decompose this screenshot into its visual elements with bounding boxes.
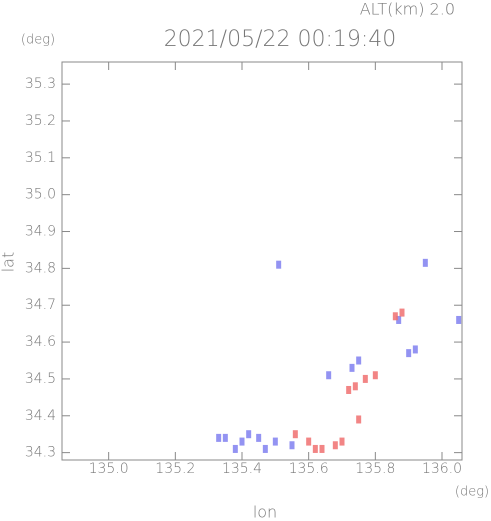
echo-point	[306, 437, 312, 446]
echo-point	[256, 433, 262, 442]
echo-point	[216, 433, 222, 442]
y-tick-label: 35.0	[25, 187, 56, 203]
echo-point	[396, 315, 402, 324]
x-tick-label: 135.2	[155, 461, 195, 477]
echo-point	[222, 433, 228, 442]
x-axis-label: lon	[253, 503, 277, 521]
x-unit: (deg)	[455, 485, 489, 500]
y-unit: (deg)	[21, 33, 55, 48]
y-tick-label: 34.5	[25, 371, 56, 387]
echo-point	[456, 315, 462, 324]
echo-point	[349, 363, 355, 372]
echo-point	[289, 441, 295, 450]
echo-point	[372, 371, 378, 380]
y-tick-label: 34.6	[25, 334, 56, 350]
echo-point	[239, 437, 245, 446]
y-tick-label: 34.3	[25, 445, 56, 461]
x-tick-label: 136.0	[422, 461, 462, 477]
echo-point	[356, 415, 362, 424]
altitude-label: ALT(km) 2.0	[360, 0, 455, 19]
echo-point	[406, 349, 412, 358]
x-tick-label: 135.0	[89, 461, 129, 477]
echo-point	[292, 430, 298, 439]
echo-point	[232, 444, 238, 453]
echo-point	[412, 345, 418, 354]
y-tick-label: 35.1	[25, 150, 56, 166]
echo-point	[399, 308, 405, 317]
x-tick-label: 135.8	[355, 461, 395, 477]
y-tick-label: 35.2	[25, 113, 56, 129]
y-tick-label: 34.9	[25, 224, 56, 240]
x-tick-label: 135.6	[289, 461, 329, 477]
chart-title: 2021/05/22 00:19:40	[164, 27, 397, 52]
echo-point	[362, 374, 368, 383]
echo-point	[392, 312, 398, 321]
echo-point	[422, 258, 428, 267]
y-tick-label: 35.3	[25, 76, 56, 92]
y-tick-label: 34.8	[25, 260, 56, 276]
echo-point	[312, 444, 318, 453]
echo-point	[356, 356, 362, 365]
echo-point	[332, 441, 338, 450]
echo-point	[352, 382, 358, 391]
echo-point	[276, 260, 282, 269]
y-tick-label: 34.7	[25, 297, 56, 313]
plot-frame	[61, 61, 463, 461]
echo-point	[272, 437, 278, 446]
echo-point	[246, 430, 252, 439]
y-axis-label: lat	[0, 252, 18, 273]
echo-point	[319, 444, 325, 453]
echo-point	[346, 385, 352, 394]
echo-point	[326, 371, 332, 380]
x-tick-label: 135.4	[222, 461, 262, 477]
echo-point	[339, 437, 345, 446]
y-tick-label: 34.4	[25, 408, 56, 424]
echo-point	[262, 444, 268, 453]
